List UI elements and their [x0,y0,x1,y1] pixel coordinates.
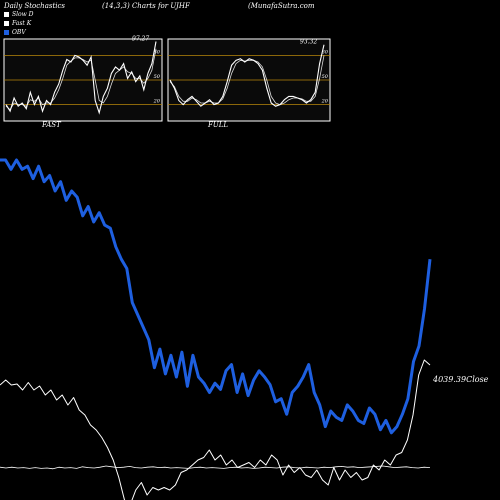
legend-item-slow-d: Slow D [4,11,34,18]
legend-item-obv: OBV [4,29,26,36]
panel-1-series-slow-d [169,55,325,106]
panel-1-last-value: 93.32 [300,39,317,46]
fast-panel-label: FAST [42,121,61,129]
main-series-obv [0,158,432,435]
legend-label: Slow D [12,11,34,18]
main-series-price [0,359,431,500]
panel-0-tick-20: 20 [153,99,161,105]
legend-item-fast-k: Fast K [4,20,31,27]
chart-source: (MunafaSutra.com [248,2,315,10]
panel-0-last-value: 97.27 [132,35,149,42]
panel-1-tick-50: 50 [322,74,329,80]
chart-heading: Daily Stochastics [4,2,66,10]
legend-swatch [4,21,9,26]
chart-subtitle: (14,3,3) Charts for UJHF [102,2,190,10]
legend-swatch [4,30,9,35]
panel-1-tick-20: 20 [321,99,329,105]
main-series-lower [0,465,431,470]
panel-1-tick-80: 80 [322,49,329,55]
legend-label: Fast K [12,20,32,27]
panel-0-series-slow-d [5,48,157,111]
close-value-label: 4039.39Close [433,375,489,384]
panel-0-tick-80: 80 [154,49,161,55]
legend-label: OBV [12,29,26,36]
panel-0-tick-50: 50 [154,74,161,80]
full-panel-label: FULL [208,121,229,129]
legend-swatch [4,12,9,17]
